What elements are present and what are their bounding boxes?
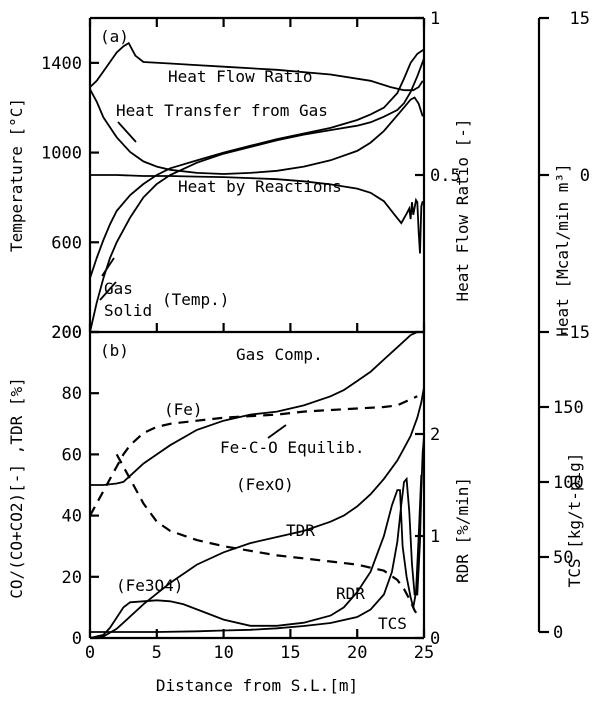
leader-solid xyxy=(99,281,117,301)
x-tick-label: 20 xyxy=(347,643,367,663)
series-rdr xyxy=(89,474,423,639)
right1-tick-label-a: 1 xyxy=(430,9,440,29)
right1-axis-label-b: RDR [%/min] xyxy=(453,477,472,583)
right2-tick-label-b: 0 xyxy=(553,623,563,643)
series-gas-comp xyxy=(90,331,418,486)
right2-tick-label-b: 50 xyxy=(553,548,573,568)
right2-axis-label-a: Heat [Mcal/min m³] xyxy=(553,163,572,336)
series-heat-by-reactions xyxy=(90,174,424,254)
annotation-fe: (Fe) xyxy=(164,400,203,419)
right1-tick-label-b: 2 xyxy=(430,425,440,445)
left-tick-label-a: 600 xyxy=(51,233,82,253)
leader-gas xyxy=(101,257,115,277)
x-axis-label: Distance from S.L.[m] xyxy=(156,676,358,695)
series-tcs xyxy=(90,436,425,633)
left-tick-label-b: 80 xyxy=(62,384,82,404)
annotation-gas-comp: Gas Comp. xyxy=(236,345,323,364)
series-tdr xyxy=(89,386,425,639)
right2-tick-label-a: 15 xyxy=(570,9,590,29)
left-axis-label-b: CO/(CO+CO2)[-] ,TDR [%] xyxy=(7,377,26,599)
series-fe-c-o-equilib-fexo xyxy=(115,453,420,618)
leader-heat-transfer xyxy=(117,121,137,143)
annotation-heat-flow-ratio: Heat Flow Ratio xyxy=(168,67,313,86)
right1-tick-label-b: 1 xyxy=(430,527,440,547)
series-fe-c-o-equilib-fe xyxy=(89,395,418,517)
right1-tick-label-a: 0.5 xyxy=(430,166,461,186)
right2-axis-label-b: TCS [kg/t-pig] xyxy=(565,453,584,588)
left-tick-label-b: 40 xyxy=(62,507,82,527)
series-heat-transfer-from-gas xyxy=(89,88,424,175)
annotation-solid: Solid xyxy=(104,301,152,320)
annotation-heat-transfer-from-gas: Heat Transfer from Gas xyxy=(116,101,328,120)
annotation-heat-by-reactions: Heat by Reactions xyxy=(178,177,342,196)
right1-tick-label-b: 0 xyxy=(430,629,440,649)
x-tick-label: 15 xyxy=(280,643,300,663)
plot-curves xyxy=(89,41,425,639)
left-tick-label-b: 20 xyxy=(62,568,82,588)
left-tick-label-a: 1400 xyxy=(41,54,82,74)
right2-tick-label-b: 100 xyxy=(553,473,584,493)
x-tick-label: 25 xyxy=(414,643,434,663)
right1-axis-label-a: Heat Flow Ratio [-] xyxy=(453,118,472,301)
left-tick-label-a: 200 xyxy=(51,323,82,343)
series-gas xyxy=(89,48,425,279)
panel-label-b: (b) xyxy=(100,341,129,360)
panel-label-a: (a) xyxy=(100,27,129,46)
annotation-gas: Gas xyxy=(104,279,133,298)
right2-tick-label-a: -15 xyxy=(559,323,590,343)
x-tick-label: 10 xyxy=(213,643,233,663)
axis-frame xyxy=(88,16,549,640)
left-tick-label-b: 60 xyxy=(62,445,82,465)
annotation-temp: (Temp.) xyxy=(162,290,229,309)
annotation-rdr: RDR xyxy=(336,584,365,603)
annotation-fexo: (FexO) xyxy=(236,475,294,494)
series-solid xyxy=(89,58,425,333)
series-heat-flow-ratio xyxy=(89,41,424,92)
leader-equilib xyxy=(267,424,287,439)
x-tick-label: 5 xyxy=(152,643,162,663)
right2-tick-label-a: 0 xyxy=(580,166,590,186)
left-tick-label-b: 0 xyxy=(72,629,82,649)
left-tick-label-200: 200 xyxy=(51,323,82,343)
annotation-tdr: TDR xyxy=(286,521,315,540)
annotation-fe-c-o-equilib: Fe-C-O Equilib. xyxy=(220,438,365,457)
annotation-fe3o4: (Fe3O4) xyxy=(116,576,183,595)
x-tick-label: 0 xyxy=(85,643,95,663)
annotation-tcs: TCS xyxy=(378,614,407,633)
left-axis-label-a: Temperature [°C] xyxy=(7,98,26,252)
left-tick-label-a: 1000 xyxy=(41,144,82,164)
right2-tick-label-b: 150 xyxy=(553,398,584,418)
